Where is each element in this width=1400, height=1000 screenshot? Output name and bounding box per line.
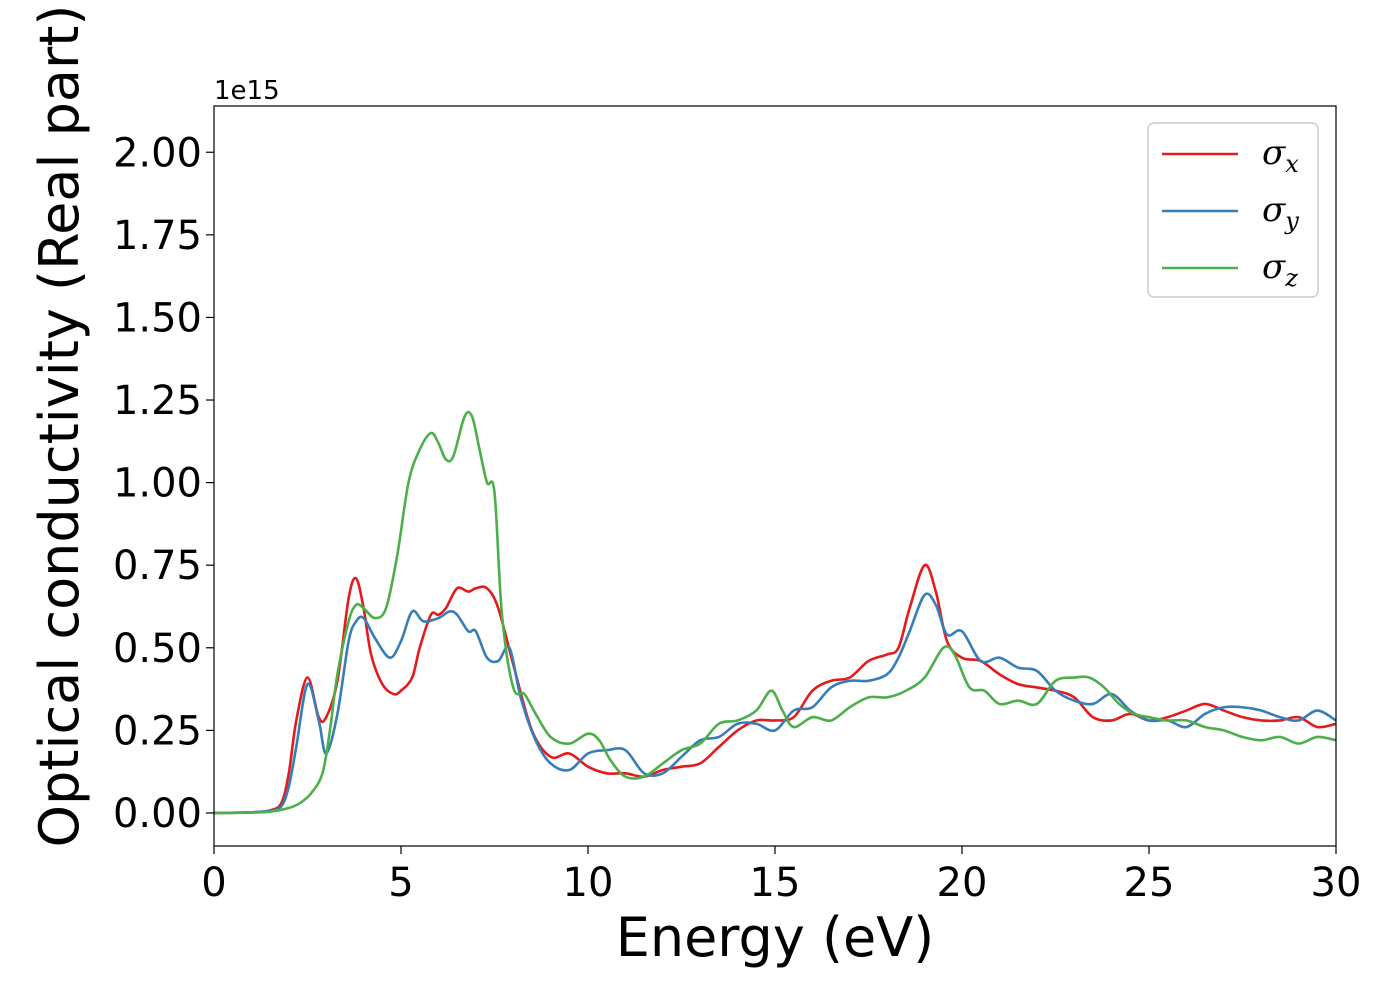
legend-entry-x: σx (1262, 133, 1299, 178)
x-tick-label: 25 (1124, 860, 1175, 906)
series-layer (214, 410, 1336, 815)
series-line-y (214, 592, 1336, 815)
x-tick-label: 0 (201, 860, 226, 906)
y-offset-label: 1e15 (214, 76, 280, 106)
axes-layer: 0 5 10 15 20 25 30 0.00 0.25 0.50 0.75 1.00 1.25 1.50… (113, 105, 1362, 906)
series-line-z (214, 410, 1336, 815)
legend: σx σy σz (1147, 122, 1319, 298)
y-axis-label: Optical conductivity (Real part) (28, 5, 91, 848)
x-tick-label: 20 (937, 860, 988, 906)
y-tick-label: 1.50 (113, 295, 202, 341)
y-tick-label: 0.00 (113, 791, 202, 837)
y-tick-label: 0.75 (113, 543, 202, 589)
y-tick-label: 0.25 (113, 708, 202, 754)
y-tick-label: 0.50 (113, 626, 202, 672)
y-tick-label: 1.75 (113, 213, 202, 259)
x-tick-label: 5 (388, 860, 413, 906)
y-tick-label: 1.00 (113, 461, 202, 507)
x-tick-label: 15 (750, 860, 801, 906)
legend-entry-y: σy (1262, 190, 1299, 235)
x-axis-label: Energy (eV) (616, 906, 935, 969)
series-line-x (214, 563, 1336, 815)
legend-entry-z: σz (1262, 247, 1298, 292)
x-tick-label: 10 (563, 860, 614, 906)
x-tick-label: 30 (1311, 860, 1362, 906)
y-tick-label: 2.00 (113, 130, 202, 176)
y-tick-label: 1.25 (113, 378, 202, 424)
